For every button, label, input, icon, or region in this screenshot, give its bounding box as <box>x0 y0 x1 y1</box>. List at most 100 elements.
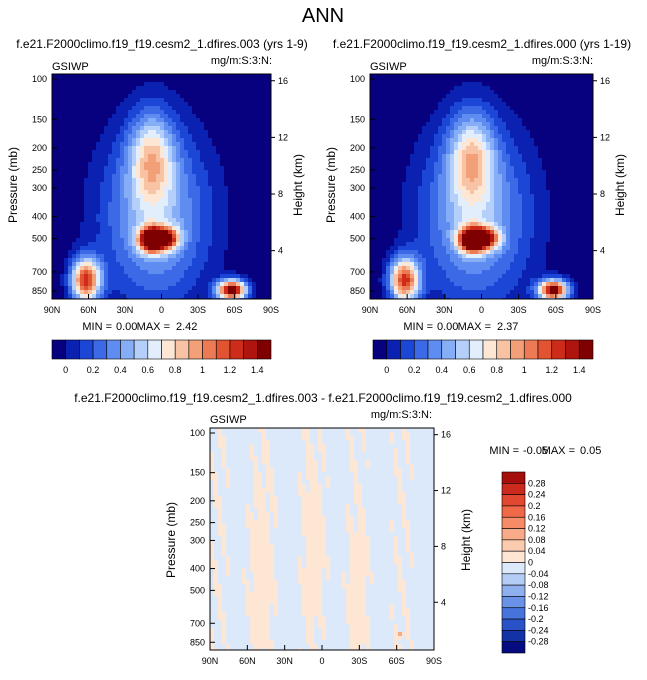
heatmap-cell <box>546 178 551 183</box>
heatmap-cell <box>56 286 61 291</box>
heatmap-cell <box>148 98 153 103</box>
heatmap-cell <box>212 282 217 287</box>
heatmap-cell <box>374 162 379 167</box>
heatmap-cell <box>426 90 431 95</box>
heatmap-cell <box>132 190 137 195</box>
heatmap-cell <box>378 162 383 167</box>
heatmap-cell <box>88 74 93 79</box>
heatmap-cell <box>252 82 257 87</box>
heatmap-cell <box>104 150 109 155</box>
heatmap-cell <box>386 146 391 151</box>
heatmap-cell <box>386 138 391 143</box>
heatmap-cell <box>80 254 85 259</box>
heatmap-cell <box>172 94 177 99</box>
heatmap-cell <box>88 230 93 235</box>
heatmap-cell <box>454 154 459 159</box>
heatmap-cell <box>52 222 57 227</box>
heatmap-cell <box>188 154 193 159</box>
heatmap-cell <box>406 118 411 123</box>
heatmap-cell <box>156 266 161 271</box>
heatmap-cell <box>378 114 383 119</box>
heatmap-cell <box>136 242 141 247</box>
heatmap-cell <box>228 254 233 259</box>
heatmap-cell <box>104 290 109 295</box>
heatmap-cell <box>100 198 105 203</box>
heatmap-cell <box>486 154 491 159</box>
heatmap-cell <box>244 282 249 287</box>
heatmap-cell <box>132 118 137 123</box>
heatmap-cell <box>96 150 101 155</box>
heatmap-cell <box>438 178 443 183</box>
heatmap-cell <box>124 234 129 239</box>
heatmap-cell <box>108 174 113 179</box>
heatmap-cell <box>228 114 233 119</box>
heatmap-cell <box>224 138 229 143</box>
heatmap-cell <box>530 142 535 147</box>
heatmap-cell <box>220 94 225 99</box>
heatmap-cell <box>224 158 229 163</box>
heatmap-cell <box>566 178 571 183</box>
heatmap-cell <box>56 162 61 167</box>
heatmap-cell <box>494 106 499 111</box>
heatmap-cell <box>252 138 257 143</box>
heatmap-cell <box>538 138 543 143</box>
heatmap-cell <box>204 282 209 287</box>
heatmap-cell <box>268 194 272 199</box>
heatmap-cell <box>144 218 149 223</box>
heatmap-cell <box>72 234 77 239</box>
heatmap-cell <box>510 102 515 107</box>
heatmap-cell <box>132 110 137 115</box>
heatmap-cell <box>546 158 551 163</box>
heatmap-cell <box>422 138 427 143</box>
heatmap-cell <box>224 166 229 171</box>
heatmap-cell <box>188 162 193 167</box>
heatmap-cell <box>236 114 241 119</box>
heatmap-cell <box>168 266 173 271</box>
heatmap-cell <box>176 242 181 247</box>
heatmap-cell <box>514 82 519 87</box>
heatmap-cell <box>252 118 257 123</box>
heatmap-cell <box>538 170 543 175</box>
heatmap-cell <box>394 150 399 155</box>
heatmap-cell <box>212 102 217 107</box>
heatmap-cell <box>52 118 57 123</box>
heatmap-cell <box>104 166 109 171</box>
heatmap-cell <box>100 74 105 79</box>
heatmap-cell <box>228 198 233 203</box>
heatmap-cell <box>370 162 375 167</box>
heatmap-cell <box>88 102 93 107</box>
heatmap-cell <box>220 170 225 175</box>
heatmap-cell <box>96 262 101 267</box>
heatmap-cell <box>228 74 233 79</box>
heatmap-cell <box>370 102 375 107</box>
heatmap-cell <box>128 114 133 119</box>
heatmap-cell <box>228 234 233 239</box>
heatmap-cell <box>378 82 383 87</box>
panel-top-left-ylabel-right: Height (km) <box>291 154 305 216</box>
heatmap-cell <box>136 146 141 151</box>
heatmap-cell <box>196 142 201 147</box>
heatmap-cell <box>68 230 73 235</box>
heatmap-cell <box>430 90 435 95</box>
heatmap-cell <box>152 146 157 151</box>
heatmap-cell <box>188 234 193 239</box>
heatmap-cell <box>204 262 209 267</box>
heatmap-cell <box>148 282 153 287</box>
heatmap-cell <box>502 194 507 199</box>
heatmap-cell <box>164 94 169 99</box>
heatmap-cell <box>208 282 213 287</box>
colorbar-swatch <box>174 339 190 360</box>
heatmap-cell <box>60 158 65 163</box>
heatmap-cell <box>184 202 189 207</box>
heatmap-cell <box>88 210 93 215</box>
heatmap-cell <box>188 246 193 251</box>
heatmap-cell <box>454 146 459 151</box>
heatmap-cell <box>184 266 189 271</box>
heatmap-cell <box>574 78 579 83</box>
heatmap-cell <box>474 186 479 191</box>
heatmap-cell <box>530 178 535 183</box>
heatmap-cell <box>136 142 141 147</box>
heatmap-cell <box>406 194 411 199</box>
heatmap-cell <box>240 118 245 123</box>
heatmap-cell <box>430 158 435 163</box>
